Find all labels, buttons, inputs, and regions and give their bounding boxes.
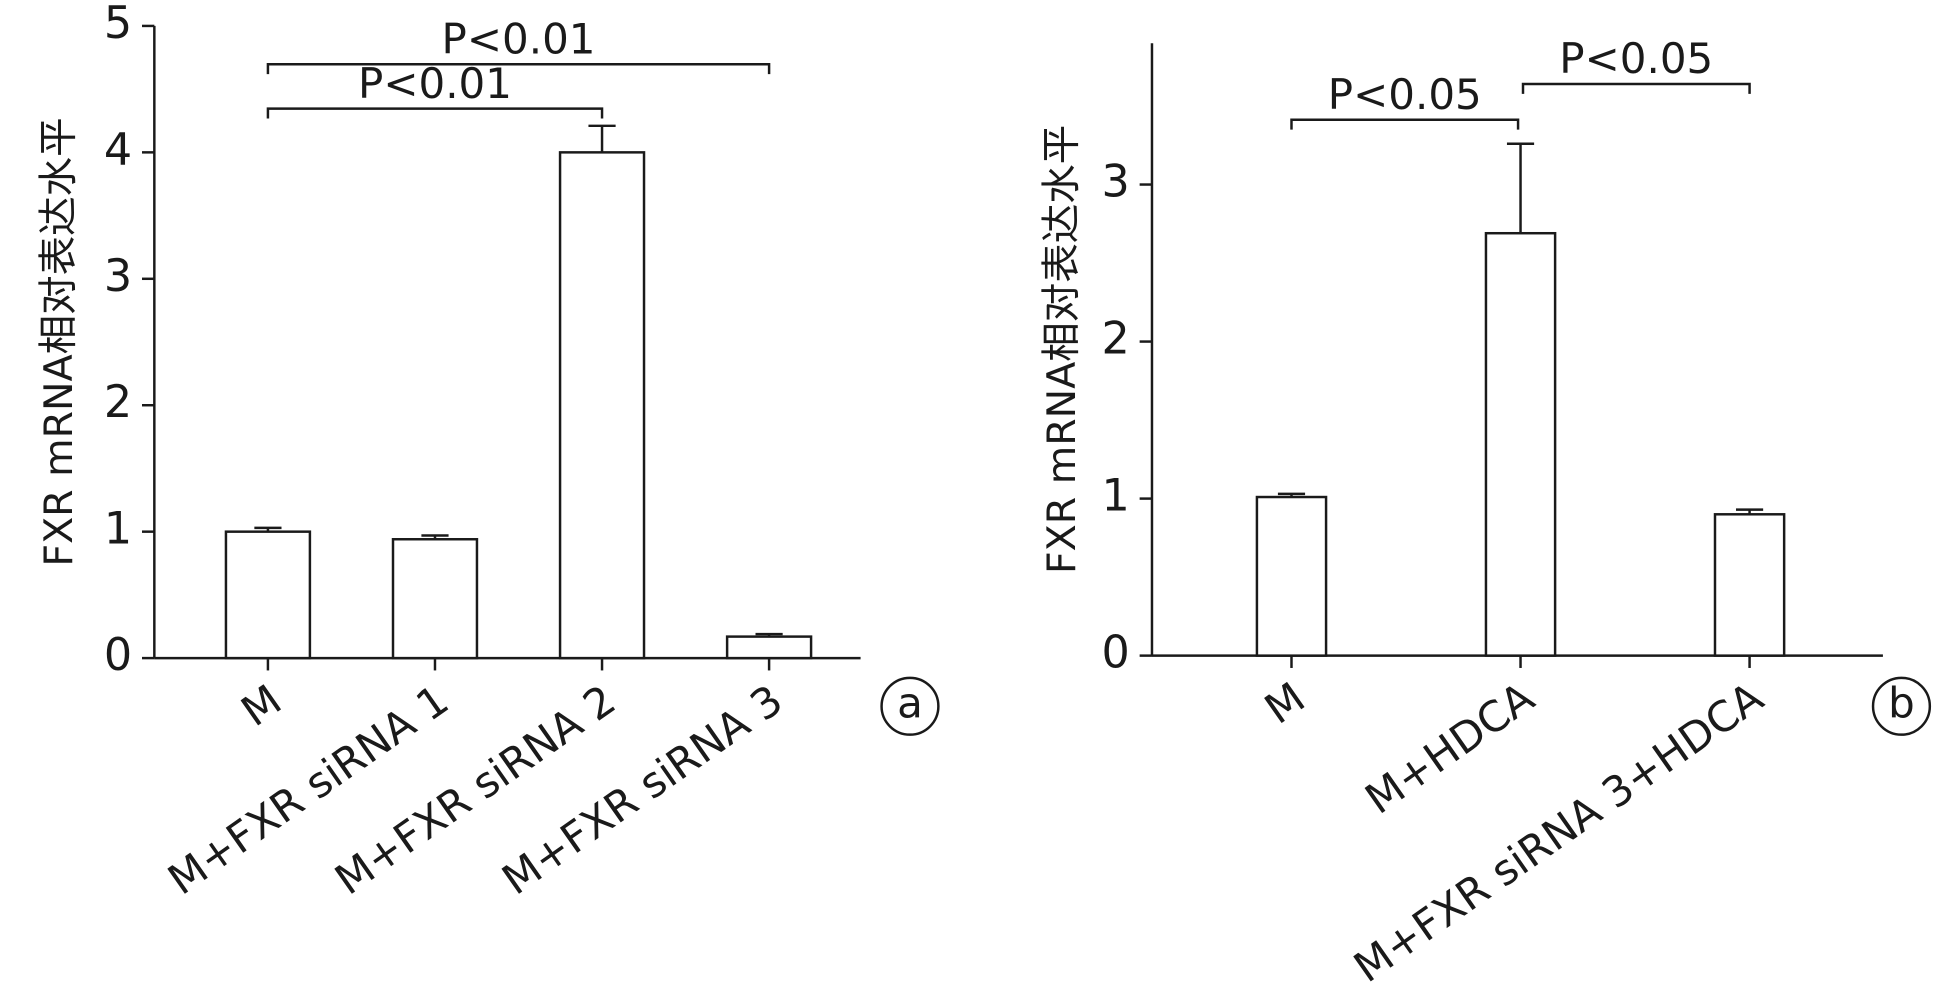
significance-label: P<0.01 (358, 59, 512, 108)
error-bar (1506, 142, 1535, 234)
x-tick-label: M (1256, 673, 1314, 734)
error-bar (755, 632, 783, 637)
bar (224, 530, 312, 660)
y-tick-label: 4 (104, 124, 132, 175)
y-tick-label: 2 (104, 377, 132, 428)
bar (1713, 513, 1786, 657)
y-tick-label: 3 (104, 251, 132, 302)
significance-bracket (1521, 82, 1751, 94)
y-tick-label: 5 (104, 0, 132, 49)
bar (1484, 231, 1557, 657)
bar (558, 151, 646, 660)
y-axis-label: FXR mRNA相对表达水平 (1039, 125, 1085, 574)
significance-bracket (266, 107, 604, 119)
significance-label: P<0.01 (442, 14, 596, 63)
x-tick-label: M+FXR siRNA 2 (326, 675, 624, 904)
x-tick-label: M+FXR siRNA 3+HDCA (1345, 672, 1772, 991)
panel-label: a (897, 679, 923, 728)
y-tick-label: 1 (104, 504, 132, 555)
significance-label: P<0.05 (1559, 34, 1713, 83)
bar (725, 635, 813, 660)
bar (1255, 495, 1328, 657)
bar (391, 538, 479, 660)
significance-bracket (1290, 118, 1520, 130)
y-tick-label: 0 (104, 630, 132, 681)
error-bar (1735, 508, 1764, 515)
error-bar (254, 526, 282, 532)
y-tick-label: 3 (1101, 157, 1129, 208)
x-tick-label: M+HDCA (1356, 672, 1543, 823)
error-bar (421, 534, 449, 540)
y-tick-label: 1 (1101, 471, 1129, 522)
y-tick-label: 2 (1101, 314, 1129, 365)
y-axis-label: FXR mRNA相对表达水平 (36, 117, 82, 566)
panel-label: b (1888, 679, 1915, 728)
error-bar (1277, 492, 1306, 498)
significance-label: P<0.05 (1328, 70, 1482, 119)
panel-badge (1871, 676, 1932, 736)
x-tick-label: M+FXR siRNA 3 (493, 675, 791, 904)
y-tick-label: 0 (1101, 628, 1129, 679)
error-bar (588, 124, 616, 153)
significance-bracket (266, 62, 771, 75)
panel-badge (880, 676, 940, 736)
x-tick-label: M+FXR siRNA 1 (159, 675, 457, 904)
x-tick-label: M (232, 675, 290, 736)
